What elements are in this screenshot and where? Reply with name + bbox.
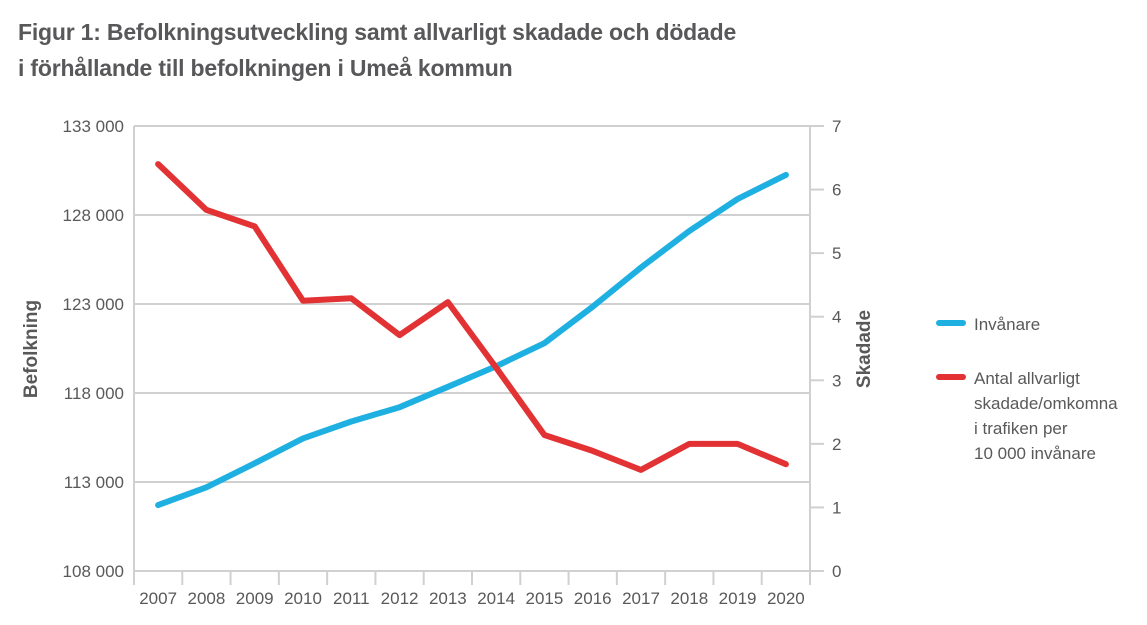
- legend-label: Antal allvarligt skadade/omkomna i trafi…: [974, 369, 1118, 463]
- left-tick-label: 133 000: [63, 117, 124, 136]
- right-axis-title: Skadade: [854, 310, 875, 388]
- chart-title-line-2: i förhållande till befolkningen i Umeå k…: [18, 55, 513, 81]
- left-tick-label: 118 000: [64, 384, 124, 403]
- chart-title-line-1: Figur 1: Befolkningsutveckling samt allv…: [18, 19, 737, 45]
- x-tick-label: 2011: [333, 589, 370, 608]
- series-line-skadade: [155, 161, 789, 473]
- left-tick-label: 108 000: [63, 562, 124, 581]
- x-tick-label: 2019: [719, 589, 757, 608]
- x-tick-label: 2018: [670, 589, 708, 608]
- left-axis-ticks: 108 000 113 000 118 000 123 000 128 000 133 0…: [63, 117, 124, 581]
- left-tick-label: 128 000: [63, 206, 124, 225]
- right-tick-label: 6: [832, 181, 841, 200]
- x-axis-ticks: 2007 2008 2009 2010 2011 2012 2013 2014 2015 2016…: [133, 571, 811, 608]
- right-tick-label: 0: [832, 562, 841, 581]
- right-tick-label: 2: [832, 435, 841, 454]
- x-tick-label: 2013: [429, 589, 467, 608]
- x-tick-label: 2010: [284, 589, 322, 608]
- right-axis-ticks: 0 1 2 3 4 5 6 7: [810, 117, 841, 581]
- right-tick-label: 4: [832, 308, 841, 327]
- left-tick-label: 123 000: [63, 295, 124, 314]
- legend-swatch-blue: [936, 320, 966, 326]
- right-tick-label: 1: [832, 498, 841, 517]
- left-axis-title: Befolkning: [21, 300, 42, 398]
- legend-label: Invånare: [974, 315, 1041, 334]
- x-tick-label: 2009: [236, 589, 274, 608]
- x-tick-label: 2012: [381, 589, 419, 608]
- chart-title: Figur 1: Befolkningsutveckling samt allv…: [18, 14, 736, 86]
- right-tick-label: 3: [832, 371, 841, 390]
- legend-item-skadade: Antal allvarligt skadade/omkomna i trafi…: [936, 366, 1147, 466]
- x-tick-label: 2014: [477, 589, 515, 608]
- legend-item-invanare: Invånare: [936, 312, 1147, 337]
- x-tick-label: 2020: [767, 589, 805, 608]
- x-tick-label: 2016: [574, 589, 612, 608]
- left-tick-label: 113 000: [64, 473, 124, 492]
- right-tick-label: 7: [832, 117, 841, 136]
- x-tick-label: 2007: [139, 589, 177, 608]
- series-lines: [155, 161, 789, 509]
- x-tick-label: 2008: [188, 589, 226, 608]
- x-tick-label: 2015: [526, 589, 564, 608]
- x-tick-label: 2017: [622, 589, 660, 608]
- legend: Invånare Antal allvarligt skadade/omkomn…: [936, 312, 1147, 466]
- axes: [133, 126, 811, 585]
- right-tick-label: 5: [832, 244, 841, 263]
- gridlines: [134, 125, 810, 572]
- legend-swatch-red: [936, 374, 966, 380]
- series-line-invanare: [155, 171, 789, 509]
